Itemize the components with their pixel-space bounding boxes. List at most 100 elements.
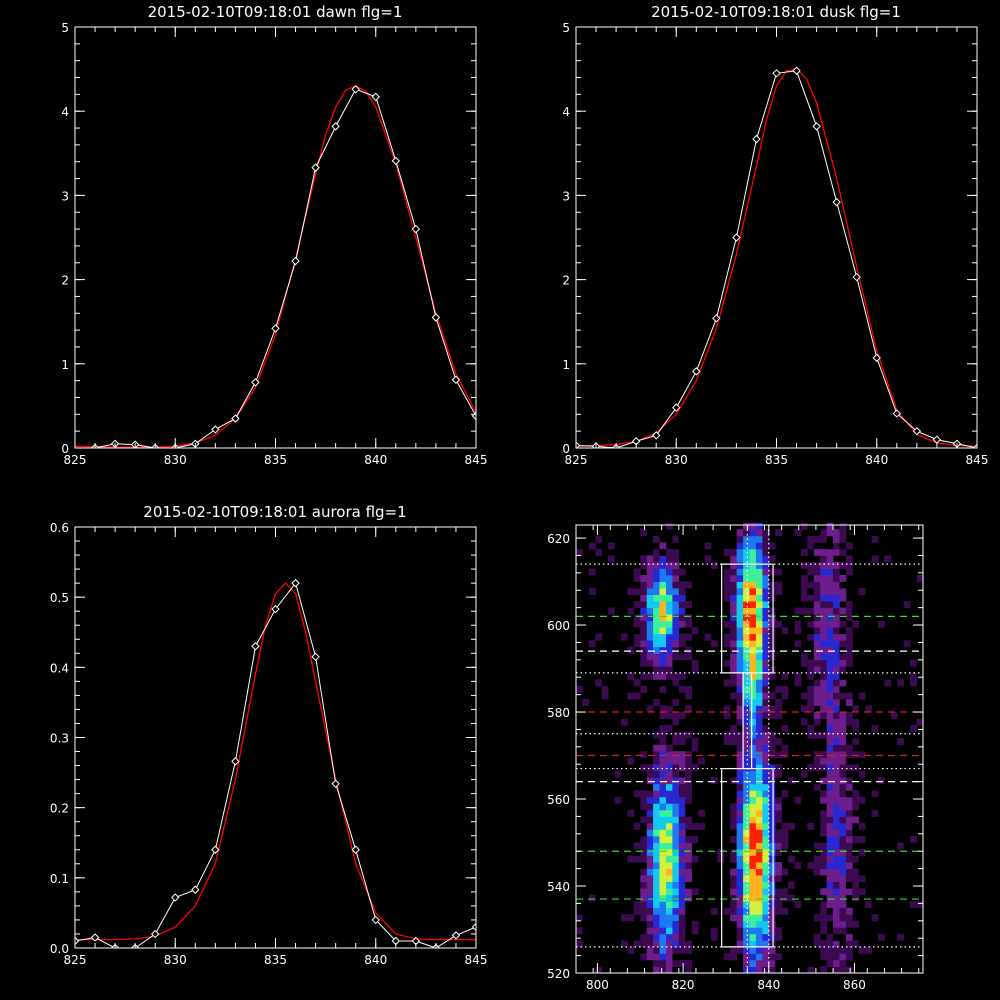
image-pixel	[820, 653, 827, 661]
image-pixel	[672, 535, 680, 543]
image-pixel	[730, 803, 737, 811]
image-pixel	[608, 862, 615, 869]
image-pixel	[646, 744, 654, 752]
dusk-data-point	[732, 233, 741, 242]
image-pixel	[762, 601, 770, 608]
image-pixel	[826, 855, 834, 863]
image-pixel	[890, 607, 898, 615]
dawn-data-point	[251, 378, 260, 387]
image-pixel	[781, 790, 789, 798]
image-pixel	[820, 764, 827, 772]
image-pixel	[878, 888, 885, 896]
image-pixel	[659, 894, 667, 902]
image-pixel	[833, 862, 840, 869]
image-pixel	[813, 881, 821, 889]
dusk-data-point	[672, 403, 681, 412]
image-pixel	[858, 751, 866, 759]
image-pixel	[820, 699, 827, 706]
image-pixel	[723, 933, 731, 941]
image-pixel	[621, 770, 628, 778]
image-pixel	[621, 751, 628, 759]
image-pixel	[826, 731, 834, 739]
image-pixel	[820, 575, 827, 582]
image-pixel	[833, 627, 840, 635]
image-pixel	[743, 653, 750, 661]
image-pixel	[672, 633, 680, 641]
dusk-data-point	[712, 314, 721, 323]
image-pixel	[839, 790, 847, 798]
image-pixel	[845, 731, 853, 739]
image-pixel	[743, 581, 750, 589]
image-pixel	[826, 777, 834, 785]
image-pixel	[762, 653, 770, 661]
image-pixel	[749, 744, 757, 752]
image-pixel	[762, 836, 770, 843]
image-pixel	[730, 562, 737, 569]
image-pixel	[736, 842, 744, 850]
image-pixel	[890, 777, 898, 785]
image-pixel	[788, 855, 795, 863]
image-pixel	[743, 842, 750, 850]
image-pixel	[755, 568, 763, 576]
image-pixel	[762, 646, 770, 654]
image-pixel	[685, 907, 692, 915]
image-pixel	[826, 725, 834, 732]
image-pixel	[730, 692, 737, 700]
image-pixel	[820, 868, 827, 876]
image-pixel	[858, 588, 866, 595]
image-pixel	[755, 764, 763, 772]
image-pixel	[762, 738, 770, 745]
image-pixel	[640, 555, 648, 563]
image-pixel	[627, 672, 635, 680]
image-pixel	[858, 666, 866, 674]
image-pixel	[640, 633, 648, 641]
image-pixel	[736, 738, 744, 745]
image-pixel	[576, 770, 583, 778]
image-pixel	[588, 529, 596, 537]
image-pixel	[897, 933, 905, 941]
image-pixel	[666, 757, 673, 765]
image-pixel	[698, 594, 705, 602]
image-pixel	[768, 653, 776, 661]
image-pixel	[653, 646, 660, 654]
image-pixel	[749, 692, 757, 700]
image-pixel	[749, 562, 757, 569]
image-pixel	[800, 581, 808, 589]
image-pixel	[871, 901, 879, 909]
image-pixel	[653, 744, 660, 752]
image-pixel	[781, 868, 789, 876]
image-pixel	[833, 803, 840, 811]
image-pixel	[768, 712, 776, 719]
image-pixel	[768, 849, 776, 856]
image-pixel	[640, 862, 648, 869]
image-pixel	[820, 822, 827, 830]
dusk-y-tick-label: 5	[562, 21, 570, 35]
image-pixel	[666, 803, 673, 811]
image-pixel	[640, 907, 648, 915]
image-pixel	[743, 809, 750, 817]
image-pixel	[666, 960, 673, 967]
image-pixel	[826, 960, 834, 967]
image-pixel	[640, 685, 648, 693]
image-y-tick-label: 560	[547, 793, 570, 807]
image-pixel	[755, 751, 763, 759]
image-pixel	[672, 672, 680, 680]
image-pixel	[672, 907, 680, 915]
image-pixel	[820, 888, 827, 896]
image-pixel	[678, 888, 686, 896]
image-pixel	[820, 829, 827, 837]
image-pixel	[826, 907, 834, 915]
image-pixel	[666, 953, 673, 961]
image-pixel	[743, 816, 750, 824]
image-pixel	[743, 894, 750, 902]
image-pixel	[633, 940, 641, 948]
image-pixel	[884, 946, 892, 954]
image-pixel	[736, 894, 744, 902]
image-pixel	[755, 575, 763, 582]
image-pixel	[820, 757, 827, 765]
dawn-y-tick-label: 2	[61, 274, 69, 288]
image-pixel	[852, 855, 860, 863]
image-pixel	[749, 712, 757, 719]
image-pixel	[839, 646, 847, 654]
image-pixel	[800, 522, 808, 530]
